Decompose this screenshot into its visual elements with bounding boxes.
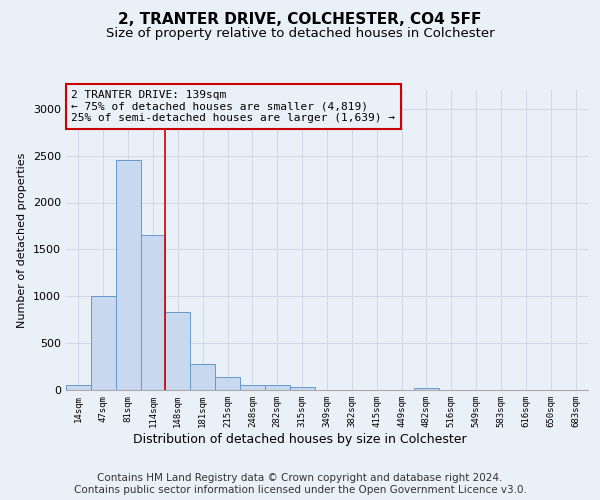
Bar	[166, 312, 190, 390]
Text: 2 TRANTER DRIVE: 139sqm
← 75% of detached houses are smaller (4,819)
25% of semi: 2 TRANTER DRIVE: 139sqm ← 75% of detache…	[71, 90, 395, 123]
Text: Size of property relative to detached houses in Colchester: Size of property relative to detached ho…	[106, 28, 494, 40]
Bar	[190, 364, 215, 390]
Bar	[265, 386, 290, 390]
Y-axis label: Number of detached properties: Number of detached properties	[17, 152, 28, 328]
Bar	[66, 385, 91, 390]
Bar	[414, 388, 439, 390]
Bar	[215, 377, 240, 390]
Bar	[140, 236, 166, 390]
Bar	[290, 387, 314, 390]
Bar	[116, 160, 140, 390]
Text: Distribution of detached houses by size in Colchester: Distribution of detached houses by size …	[133, 432, 467, 446]
Bar	[240, 386, 265, 390]
Text: 2, TRANTER DRIVE, COLCHESTER, CO4 5FF: 2, TRANTER DRIVE, COLCHESTER, CO4 5FF	[118, 12, 482, 28]
Text: Contains HM Land Registry data © Crown copyright and database right 2024.
Contai: Contains HM Land Registry data © Crown c…	[74, 474, 526, 495]
Bar	[91, 296, 116, 390]
